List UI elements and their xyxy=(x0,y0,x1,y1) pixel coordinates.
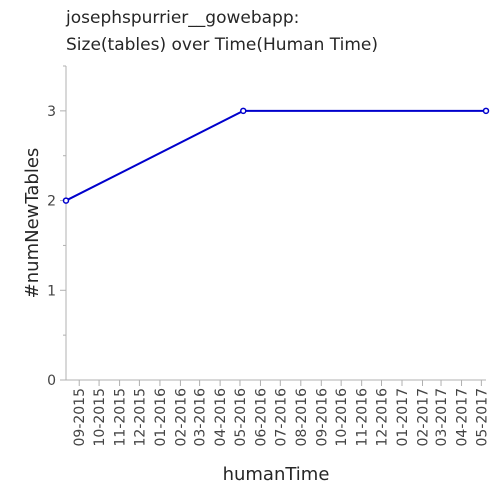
x-tick-label: 04-2017 xyxy=(455,388,471,447)
x-tick-label: 01-2016 xyxy=(153,388,169,447)
y-tick-label: 0 xyxy=(47,373,56,389)
y-tick-label: 2 xyxy=(47,194,56,210)
y-tick-label: 3 xyxy=(47,104,56,120)
x-tick-label: 05-2016 xyxy=(233,388,249,447)
x-tick-label: 05-2017 xyxy=(474,388,490,447)
data-point xyxy=(482,107,490,115)
series-group xyxy=(62,107,490,204)
x-tick-label: 09-2015 xyxy=(72,388,88,447)
x-axis-label: humanTime xyxy=(223,464,330,485)
chart-title: josephspurrier__gowebapp: xyxy=(65,8,299,28)
x-tick-label: 07-2016 xyxy=(273,388,289,447)
x-tick-label: 04-2016 xyxy=(213,388,229,447)
x-tick-label: 09-2016 xyxy=(314,388,330,447)
x-tick-label: 02-2017 xyxy=(416,388,432,447)
x-tick-label: 06-2016 xyxy=(253,388,269,447)
x-tick-label: 10-2015 xyxy=(92,388,108,447)
x-tick-label: 02-2016 xyxy=(173,388,189,447)
x-tick-label: 11-2016 xyxy=(355,388,371,447)
y-axis-ticks: 0 1 2 3 xyxy=(47,65,66,389)
x-tick-label: 08-2016 xyxy=(294,388,310,447)
y-tick-label: 1 xyxy=(47,283,56,299)
chart-subtitle: Size(tables) over Time(Human Time) xyxy=(66,35,378,55)
x-tick-label: 11-2015 xyxy=(113,388,129,447)
y-axis-label: #numNewTables xyxy=(22,148,43,299)
series-line xyxy=(65,109,486,202)
x-tick-label: 10-2016 xyxy=(334,388,350,447)
x-tick-label: 03-2016 xyxy=(193,388,209,447)
x-axis-ticks: 09-2015 10-2015 11-2015 12-2015 01-2016 02-20… xyxy=(72,380,490,447)
x-tick-label: 01-2017 xyxy=(395,388,411,447)
data-point xyxy=(240,107,247,115)
x-tick-label: 12-2015 xyxy=(132,388,148,447)
x-tick-label: 03-2017 xyxy=(434,388,450,447)
data-point xyxy=(62,197,70,204)
x-tick-label: 12-2016 xyxy=(374,388,390,447)
